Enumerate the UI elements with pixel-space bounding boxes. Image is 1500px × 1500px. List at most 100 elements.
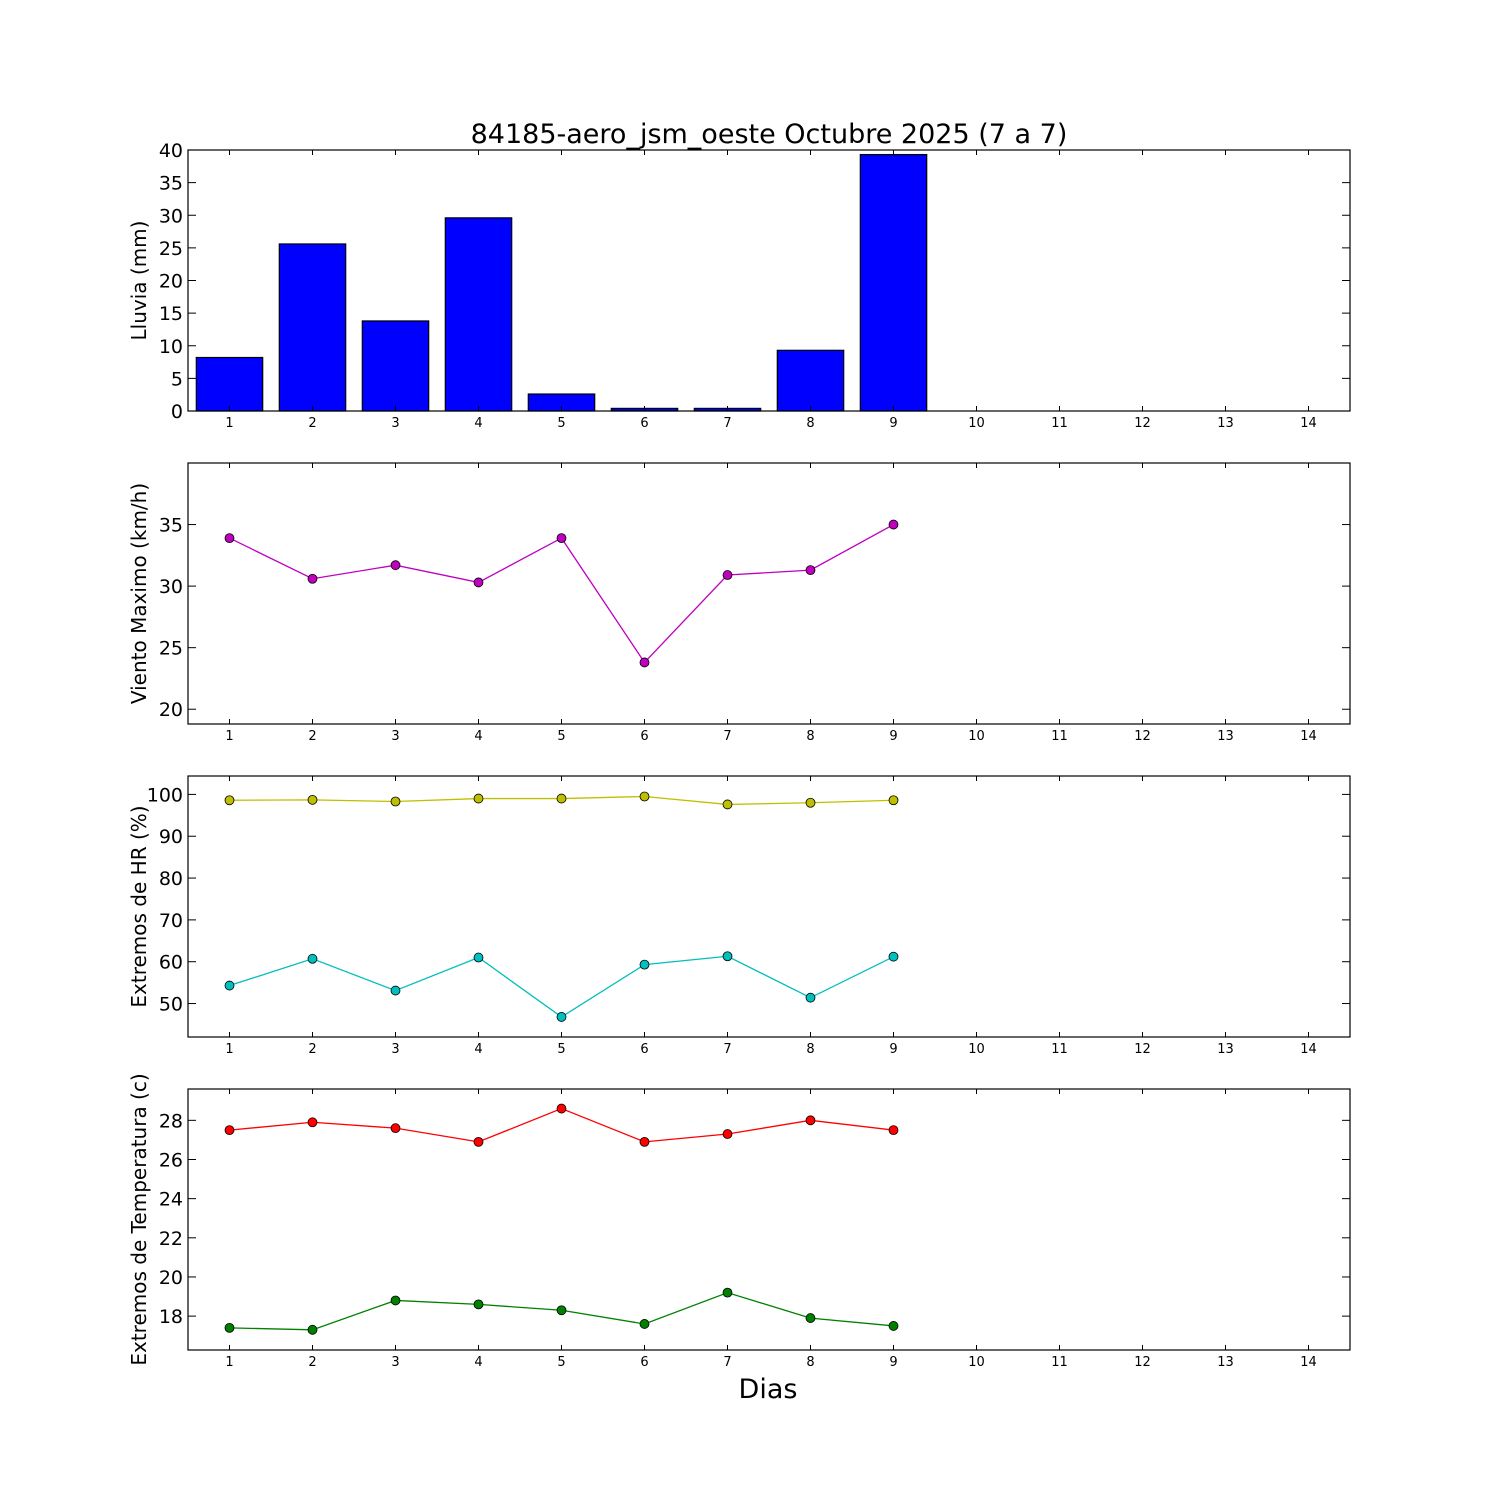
temp-x-tick-label: 11: [1051, 1355, 1068, 1370]
lluvia-x-tick-label: 3: [391, 416, 399, 431]
hr-y-tick-label: 70: [159, 910, 183, 932]
hr-y-tick-label: 100: [147, 784, 183, 806]
temp_max-point: [390, 1123, 401, 1134]
hr-x-tick-label: 8: [806, 1042, 814, 1057]
hr_max-point: [805, 797, 816, 808]
hr_max-point: [390, 796, 401, 807]
lluvia-y-tick-label: 0: [171, 401, 183, 423]
hr-x-tick-label: 10: [968, 1042, 985, 1057]
hr-x-tick-label: 7: [723, 1042, 731, 1057]
lluvia-bar: [444, 217, 513, 412]
hr_max-point: [722, 799, 733, 810]
panel-hr: 1 2 3 4 5 6 7 8 9 10 11 12 13 145060708090100Extremos…: [127, 775, 1351, 1057]
lluvia-y-tick-label: 30: [159, 205, 183, 227]
viento-x-tick-label: 2: [308, 729, 316, 744]
temp-x-tick-label: 14: [1300, 1355, 1317, 1370]
lluvia-x-tick-label: 1: [225, 416, 233, 431]
temp-x-tick-label: 3: [391, 1355, 399, 1370]
temp-y-tick-label: 24: [159, 1189, 183, 1211]
hr-x-tick-label: 6: [640, 1042, 648, 1057]
temp-y-tick-label: 22: [159, 1228, 183, 1250]
temp-y-tick-label: 26: [159, 1149, 183, 1171]
temp_min-point: [556, 1305, 567, 1316]
temp_max-point: [722, 1129, 733, 1139]
hr_min-point: [722, 951, 733, 962]
viento-y-tick-label: 35: [159, 515, 183, 537]
viento-point: [805, 565, 816, 576]
lluvia-x-tick-label: 10: [968, 416, 985, 431]
viento-x-tick-label: 1: [225, 729, 233, 744]
lluvia-y-axis-label: Lluvia (mm): [127, 221, 151, 341]
temp_min-point: [473, 1299, 484, 1310]
temp_max-point: [805, 1115, 816, 1126]
lluvia-y-tick-label: 40: [159, 140, 183, 162]
hr_min-point: [556, 1012, 567, 1022]
temp-x-tick-label: 1: [225, 1355, 233, 1370]
x-axis-label: Dias: [739, 1374, 798, 1405]
temp_max-point: [473, 1136, 484, 1147]
lluvia-bar: [278, 243, 347, 412]
lluvia-x-tick-label: 5: [557, 416, 565, 431]
viento-x-tick-label: 12: [1134, 729, 1151, 744]
hr-x-tick-label: 2: [308, 1042, 316, 1057]
viento-point: [307, 573, 318, 584]
temp_max-point: [888, 1125, 899, 1136]
lluvia-bar: [195, 356, 264, 412]
hr-y-tick-label: 50: [159, 994, 183, 1016]
temp-x-tick-label: 6: [640, 1355, 648, 1370]
temp-x-tick-label: 5: [557, 1355, 565, 1370]
temp-x-tick-label: 10: [968, 1355, 985, 1370]
viento-y-tick-label: 25: [159, 638, 183, 660]
panel-temp: 1 2 3 4 5 6 7 8 9 10 11 12 13 14182022242628Extremos …: [127, 1073, 1351, 1370]
temp-y-axis-label: Extremos de Temperatura (c): [127, 1073, 151, 1365]
panel-lluvia: 1 2 3 4 5 6 7 8 9 10 11 12 13 140510152025303540Lluvi…: [127, 140, 1351, 431]
viento-point: [473, 577, 484, 588]
temp_max-point: [307, 1117, 318, 1128]
temp_min-point: [805, 1313, 816, 1323]
lluvia-y-tick-label: 35: [159, 173, 183, 195]
viento-x-tick-label: 11: [1051, 729, 1068, 744]
lluvia-x-tick-label: 7: [723, 416, 731, 431]
hr_max-point: [473, 793, 484, 804]
lluvia-bar: [859, 153, 928, 412]
hr-y-tick-label: 80: [159, 868, 183, 890]
temp-x-tick-label: 9: [889, 1355, 897, 1370]
viento-point: [390, 560, 401, 571]
lluvia-x-tick-label: 14: [1300, 416, 1317, 431]
hr_max-point: [556, 793, 567, 804]
hr_max-point: [224, 795, 235, 806]
hr-x-tick-label: 5: [557, 1042, 565, 1057]
hr-x-tick-label: 12: [1134, 1042, 1151, 1057]
temp-y-tick-label: 18: [159, 1306, 183, 1328]
lluvia-x-tick-label: 2: [308, 416, 316, 431]
viento-point: [556, 533, 567, 543]
viento-x-tick-label: 14: [1300, 729, 1317, 744]
hr-x-tick-label: 4: [474, 1042, 482, 1057]
hr_min-point: [639, 959, 650, 970]
viento-point: [722, 570, 733, 580]
viento-axes-frame: [187, 462, 1351, 725]
viento-x-tick-label: 7: [723, 729, 731, 744]
lluvia-x-tick-label: 4: [474, 416, 482, 431]
viento-x-tick-label: 3: [391, 729, 399, 744]
hr_min-point: [805, 992, 816, 1003]
lluvia-bar: [776, 349, 845, 412]
chart-title: 84185-aero_jsm_oeste Octubre 2025 (7 a 7…: [471, 119, 1068, 150]
hr-x-tick-label: 14: [1300, 1042, 1317, 1057]
temp-x-tick-label: 7: [723, 1355, 731, 1370]
temp-x-tick-label: 2: [308, 1355, 316, 1370]
hr_max-point: [888, 795, 899, 806]
lluvia-y-tick-label: 5: [171, 368, 183, 390]
temp-x-tick-label: 13: [1217, 1355, 1234, 1370]
hr_max-point: [639, 791, 650, 802]
temp_min-point: [224, 1322, 235, 1333]
hr-x-tick-label: 3: [391, 1042, 399, 1057]
temp_min-point: [307, 1324, 318, 1335]
viento-x-tick-label: 10: [968, 729, 985, 744]
temp_min-point: [639, 1319, 650, 1329]
hr_min-point: [390, 985, 401, 996]
hr-x-tick-label: 1: [225, 1042, 233, 1057]
viento-y-axis-label: Viento Maximo (km/h): [127, 483, 151, 704]
temp_max-point: [556, 1103, 567, 1114]
